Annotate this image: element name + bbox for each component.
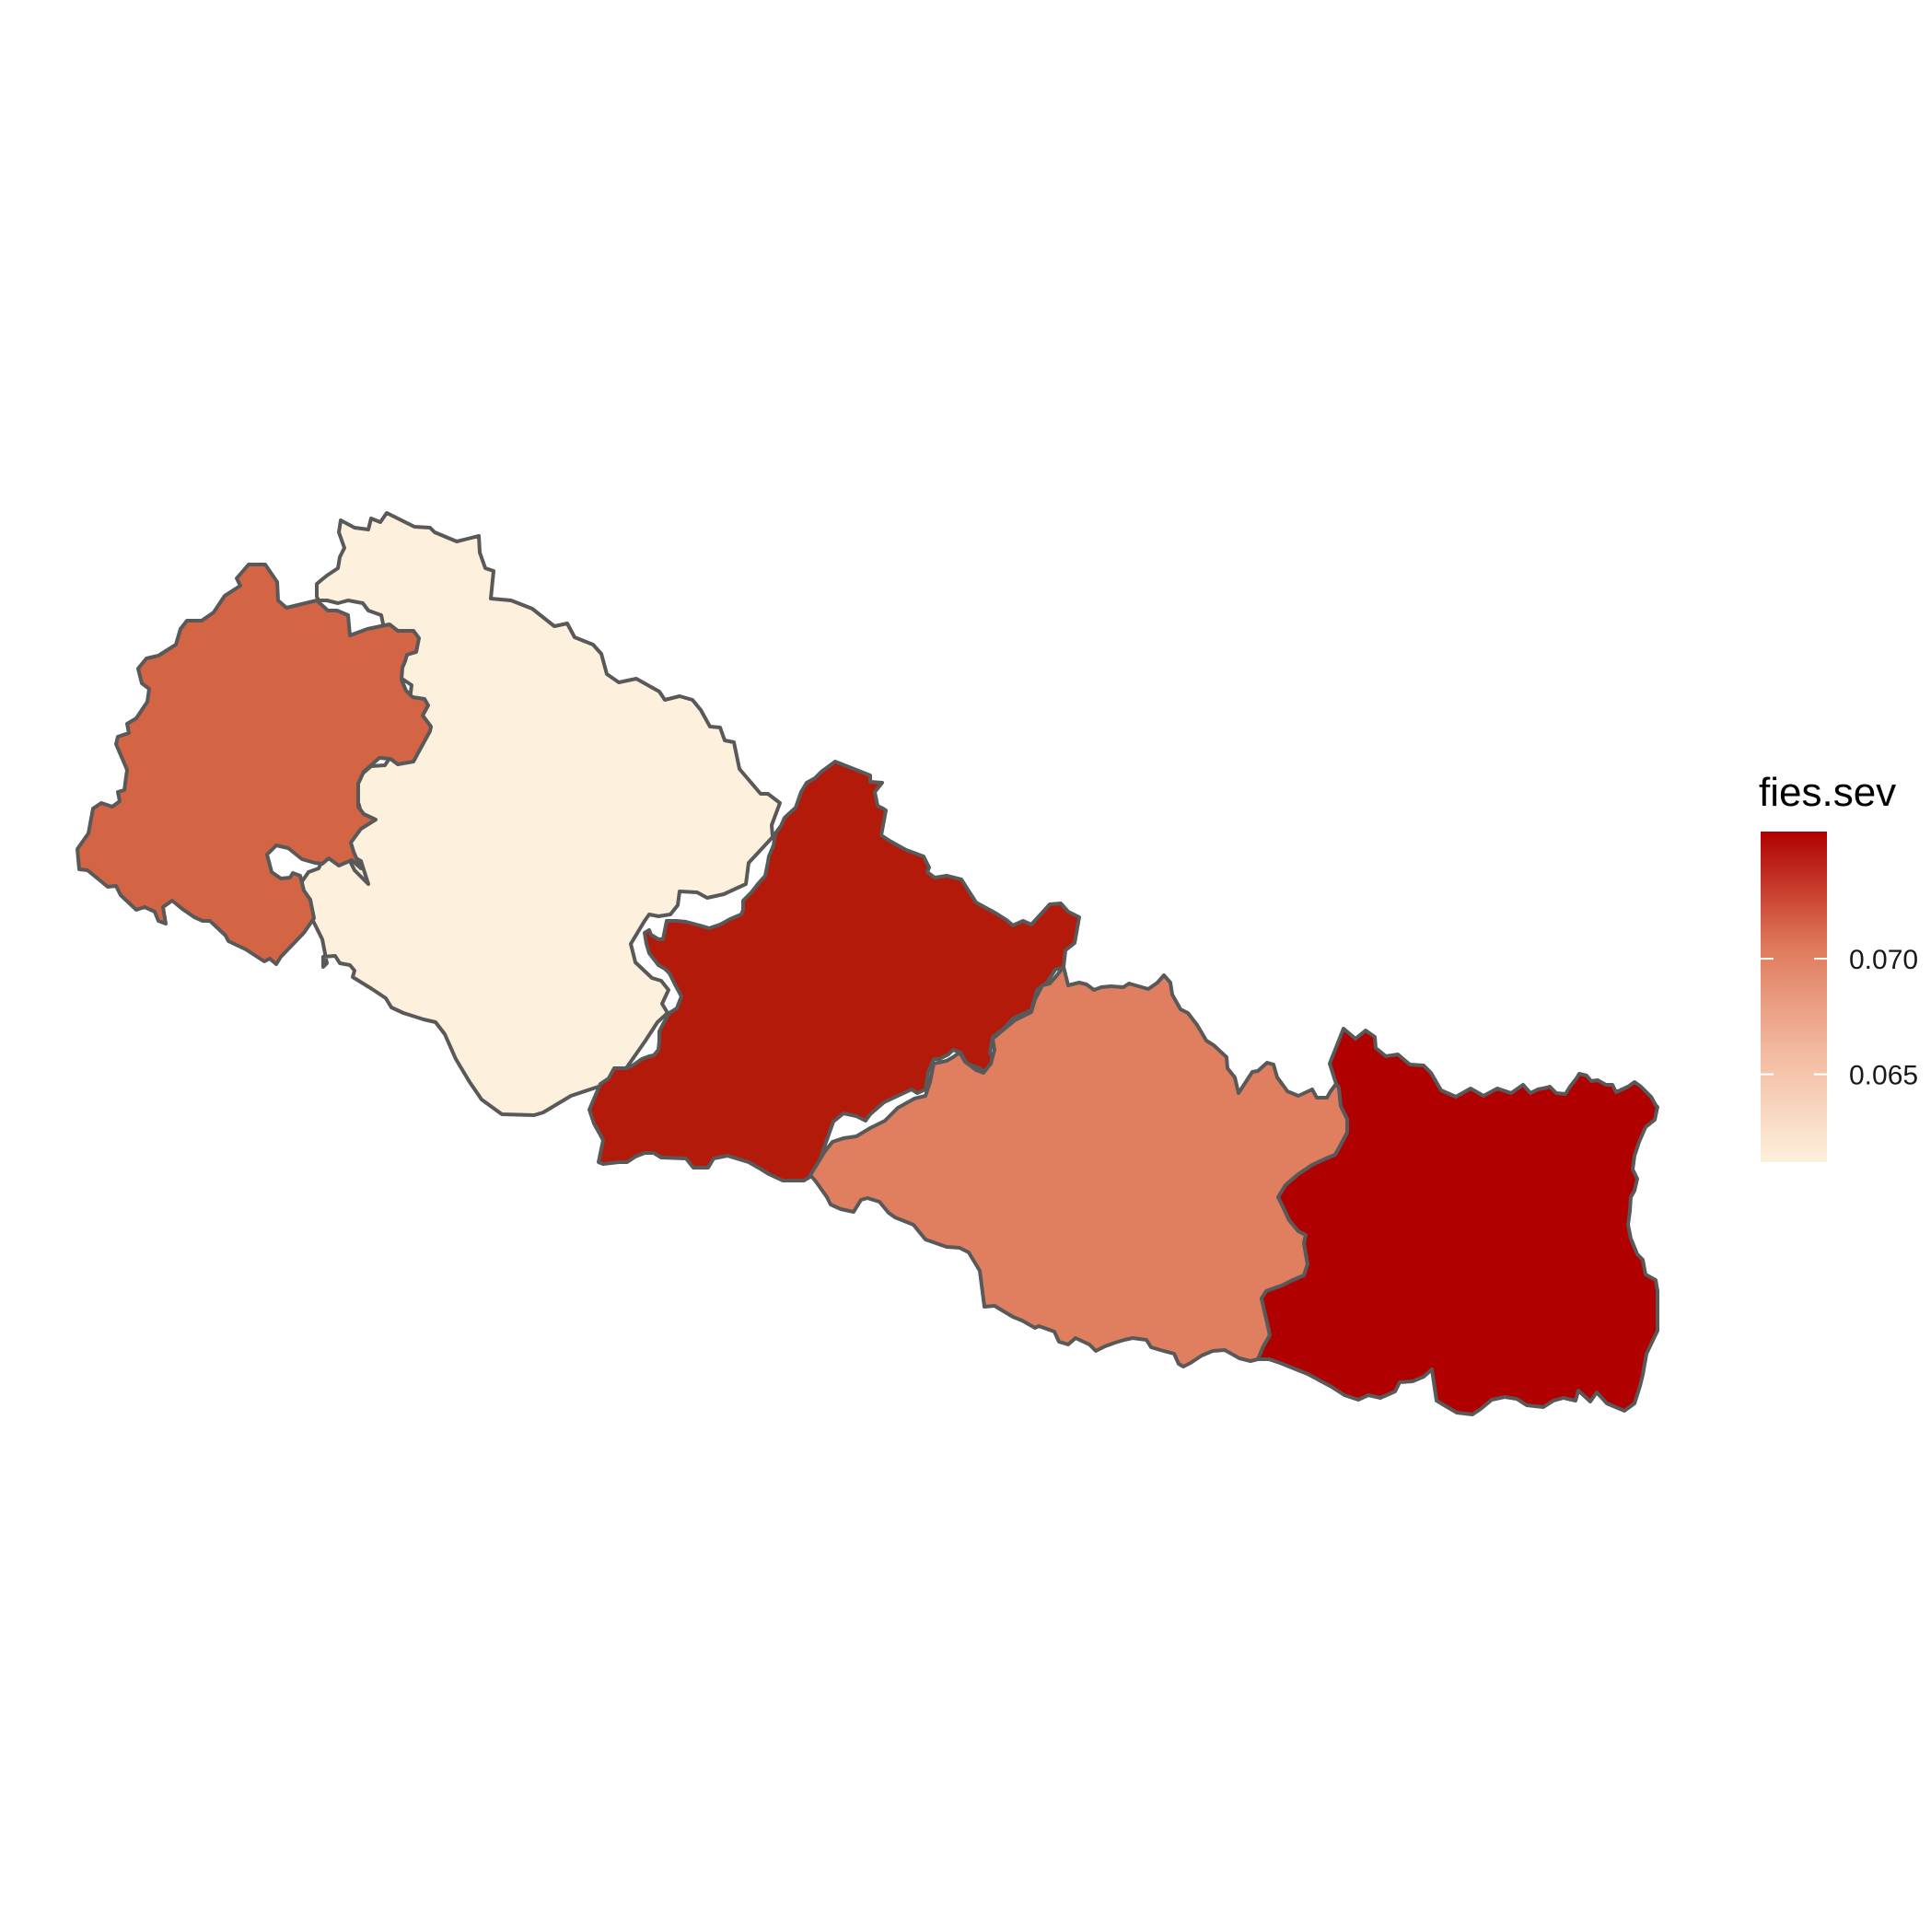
region-central-east[interactable] [808,965,1349,1368]
legend-tick-label: 0.065 [1849,1061,1918,1091]
region-far-west[interactable] [76,563,433,966]
legend: fies.sev 0.070 0.065 [1759,770,1918,1162]
legend-ticks: 0.070 0.065 [1761,945,1918,1091]
region-central-west[interactable] [587,760,1081,1182]
map-regions [76,511,1659,1416]
legend-colorbar [1761,832,1827,1162]
legend-tick-label: 0.070 [1849,945,1918,975]
legend-title: fies.sev [1759,770,1896,815]
region-east[interactable] [1256,1027,1659,1416]
